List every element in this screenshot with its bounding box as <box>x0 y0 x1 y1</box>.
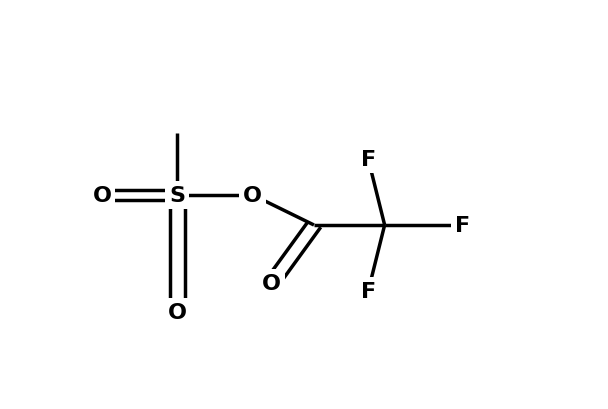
Text: O: O <box>92 186 111 205</box>
Text: F: F <box>361 282 376 301</box>
Text: S: S <box>169 186 185 205</box>
Text: O: O <box>168 302 187 322</box>
Text: O: O <box>243 186 262 205</box>
Text: F: F <box>361 149 376 169</box>
Text: O: O <box>262 274 281 294</box>
Text: F: F <box>455 216 470 236</box>
